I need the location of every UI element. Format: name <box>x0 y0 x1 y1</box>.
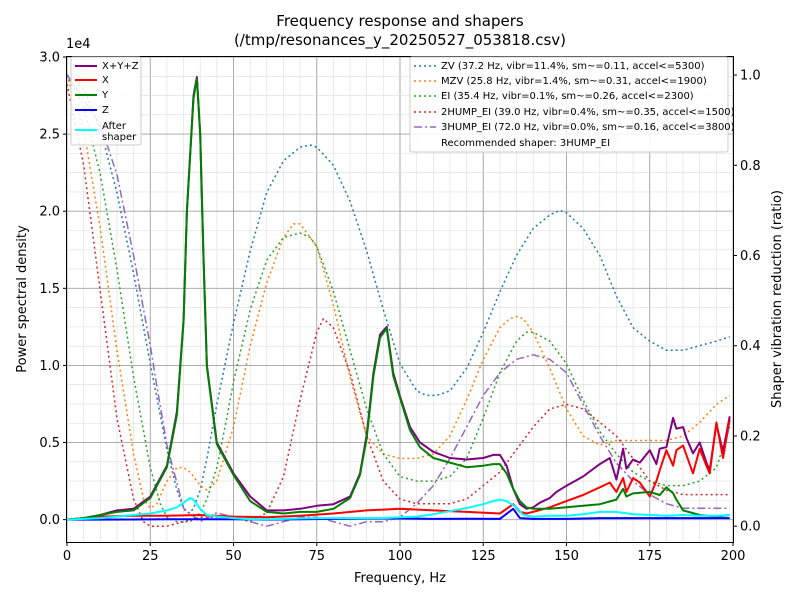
legend-left-entry-z: Z <box>75 105 109 116</box>
x-tick-label: 75 <box>308 549 325 564</box>
legend-right-entry-3hump-ei: 3HUMP_EI (72.0 Hz, vibr=0.0%, sm~=0.16, … <box>414 122 735 133</box>
y2-axis-label: Shaper vibration reduction (ratio) <box>770 190 785 408</box>
x-tick-label: 150 <box>554 549 579 564</box>
legend-right-label: 2HUMP_EI (39.0 Hz, vibr=0.4%, sm~=0.35, … <box>441 107 735 118</box>
series-line-after-shaper <box>66 497 730 521</box>
legend-left-label: Y <box>101 90 109 101</box>
legend-right-label: 3HUMP_EI (72.0 Hz, vibr=0.0%, sm~=0.16, … <box>441 122 735 133</box>
legend-left-label: Z <box>102 105 109 116</box>
legend-right-entry-zv: ZV (37.2 Hz, vibr=11.4%, sm~=0.11, accel… <box>414 61 705 72</box>
series-line-zv <box>66 74 730 514</box>
series-line-z <box>67 507 730 521</box>
y-tick-label: 1.5 <box>39 282 60 297</box>
y-tick-label: 1.0 <box>39 359 60 374</box>
legend-right-label: MZV (25.8 Hz, vibr=1.4%, sm~=0.31, accel… <box>441 76 707 87</box>
x-tick-label: 25 <box>142 549 159 564</box>
legend-right: ZV (37.2 Hz, vibr=11.4%, sm~=0.11, accel… <box>409 56 735 153</box>
y-tick-label: 2.5 <box>39 128 60 143</box>
series-line-2hump-ei <box>66 83 730 527</box>
y2-tick-label: 0.4 <box>740 339 761 354</box>
legend-right-label: EI (35.4 Hz, vibr=0.1%, sm~=0.26, accel<… <box>441 91 694 102</box>
x-tick-label: 175 <box>637 549 662 564</box>
legend-left-label: X <box>102 75 109 86</box>
series-line-x <box>66 419 731 521</box>
y-tick-label: 2.0 <box>39 205 60 220</box>
legend-right-entry-ei: EI (35.4 Hz, vibr=0.1%, sm~=0.26, accel<… <box>414 91 694 102</box>
y-axis-label: Power spectral density <box>15 225 30 373</box>
legend-left-entry-xyz: X+Y+Z <box>75 61 139 72</box>
plot-lines <box>66 74 731 527</box>
x-tick-label: 200 <box>721 549 746 564</box>
series-line-3hump-ei <box>66 74 730 527</box>
x-tick-label: 50 <box>225 549 242 564</box>
legend-left-label: X+Y+Z <box>102 61 139 72</box>
series-line-y <box>66 77 730 521</box>
ticks: 0 25 50 75 100 125 150 175 200 0.0 0.5 1.0 1.5 2.0 2.5… <box>39 51 760 565</box>
y-tick-label: 0.0 <box>39 513 60 528</box>
y-tick-label: 3.0 <box>39 51 60 66</box>
legend-left-entry-x: X <box>75 75 109 86</box>
legend-left: X+Y+Z X Y Z After shaper <box>70 56 142 146</box>
y2-tick-label: 0.0 <box>740 520 761 535</box>
x-tick-label: 100 <box>388 549 413 564</box>
recommended-shaper-label: Recommended shaper: 3HUMP_EI <box>441 138 610 149</box>
y2-tick-label: 1.0 <box>740 69 761 84</box>
legend-left-entry-y: Y <box>75 90 109 101</box>
x-axis-label: Frequency, Hz <box>354 571 446 586</box>
legend-left-label-multiline: After shaper <box>102 121 137 143</box>
x-tick-label: 0 <box>63 549 71 564</box>
chart-title: Frequency response and shapers <box>276 12 524 30</box>
y2-tick-label: 0.8 <box>740 159 761 174</box>
y-offset-label: 1e4 <box>66 37 91 52</box>
legend-right-recommended: Recommended shaper: 3HUMP_EI <box>441 138 610 149</box>
grid <box>66 56 734 542</box>
legend-right-entry-mzv: MZV (25.8 Hz, vibr=1.4%, sm~=0.31, accel… <box>414 76 707 87</box>
legend-right-label: ZV (37.2 Hz, vibr=11.4%, sm~=0.11, accel… <box>441 61 705 72</box>
y-tick-label: 0.5 <box>39 436 60 451</box>
y2-tick-label: 0.2 <box>740 429 761 444</box>
legend-left-entry-after-shaper: After shaper <box>75 121 137 143</box>
x-tick-label: 125 <box>471 549 496 564</box>
legend-right-entry-2hump-ei: 2HUMP_EI (39.0 Hz, vibr=0.4%, sm~=0.35, … <box>414 107 735 118</box>
chart-subtitle: (/tmp/resonances_y_20250527_053818.csv) <box>234 31 566 50</box>
y2-tick-label: 0.6 <box>740 249 761 264</box>
